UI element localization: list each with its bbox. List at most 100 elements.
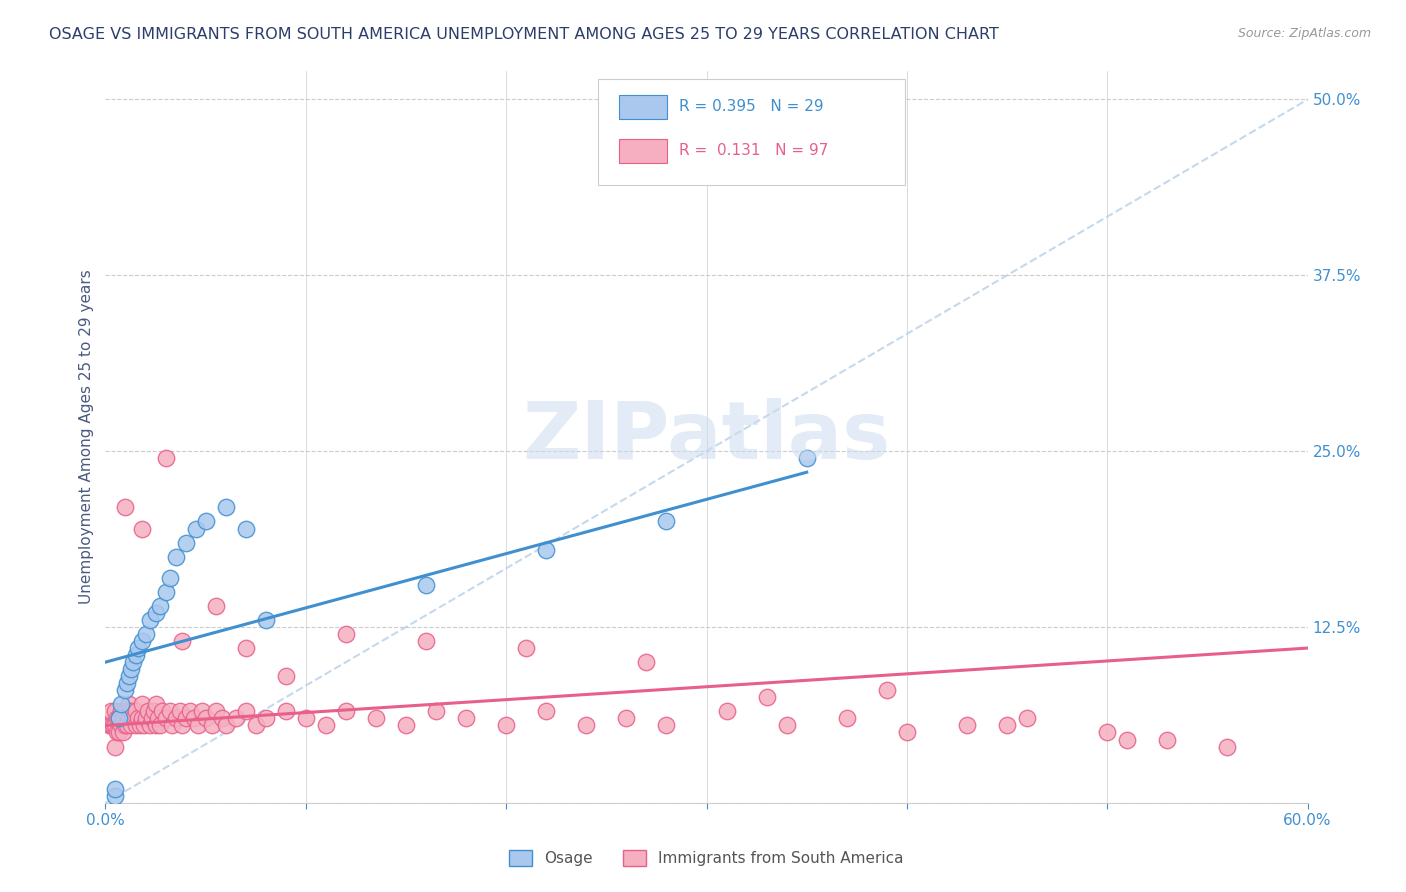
Point	[796, 451, 818, 466]
Point	[155, 451, 177, 466]
Point	[1097, 725, 1119, 739]
Point	[155, 584, 177, 599]
Point	[121, 662, 143, 676]
Point	[1017, 711, 1039, 725]
Point	[655, 515, 678, 529]
Point	[364, 711, 387, 725]
Point	[274, 705, 297, 719]
Point	[118, 669, 141, 683]
Point	[110, 705, 132, 719]
Point	[755, 690, 778, 705]
Point	[170, 634, 193, 648]
Point	[150, 705, 173, 719]
Point	[235, 521, 257, 535]
Point	[183, 711, 205, 725]
Point	[131, 698, 153, 712]
Point	[146, 711, 169, 725]
Point	[995, 718, 1018, 732]
Point	[245, 718, 267, 732]
Point	[201, 718, 224, 732]
Point	[142, 705, 165, 719]
Legend: Osage, Immigrants from South America: Osage, Immigrants from South America	[503, 844, 910, 872]
Point	[315, 718, 337, 732]
Point	[103, 718, 125, 732]
Point	[190, 705, 212, 719]
Point	[155, 711, 177, 725]
Point	[114, 683, 136, 698]
FancyBboxPatch shape	[619, 95, 666, 119]
Point	[100, 718, 122, 732]
Point	[214, 500, 236, 515]
Point	[121, 705, 143, 719]
Point	[187, 718, 209, 732]
Point	[415, 634, 437, 648]
Point	[114, 718, 136, 732]
Point	[107, 725, 129, 739]
Point	[132, 718, 155, 732]
Point	[107, 711, 129, 725]
Point	[104, 739, 127, 754]
Point	[835, 711, 858, 725]
Point	[636, 655, 658, 669]
Point	[495, 718, 517, 732]
Point	[335, 705, 357, 719]
Point	[254, 613, 277, 627]
Point	[114, 705, 136, 719]
Point	[131, 634, 153, 648]
Point	[1116, 732, 1139, 747]
FancyBboxPatch shape	[619, 139, 666, 162]
Point	[141, 711, 163, 725]
Point	[104, 789, 127, 803]
Point	[204, 705, 226, 719]
Point	[534, 705, 557, 719]
Point	[335, 627, 357, 641]
Text: OSAGE VS IMMIGRANTS FROM SOUTH AMERICA UNEMPLOYMENT AMONG AGES 25 TO 29 YEARS CO: OSAGE VS IMMIGRANTS FROM SOUTH AMERICA U…	[49, 27, 1000, 42]
Point	[138, 613, 160, 627]
Point	[295, 711, 318, 725]
Point	[235, 641, 257, 656]
Point	[160, 718, 183, 732]
Point	[122, 655, 145, 669]
Point	[204, 599, 226, 613]
Point	[110, 718, 132, 732]
Point	[165, 549, 187, 564]
Point	[138, 718, 160, 732]
Point	[235, 705, 257, 719]
Point	[127, 641, 149, 656]
Text: Source: ZipAtlas.com: Source: ZipAtlas.com	[1237, 27, 1371, 40]
Point	[148, 718, 170, 732]
Point	[776, 718, 799, 732]
Point	[159, 705, 181, 719]
Point	[117, 676, 139, 690]
Point	[716, 705, 738, 719]
Text: ZIPatlas: ZIPatlas	[523, 398, 890, 476]
Point	[100, 705, 122, 719]
Point	[148, 599, 170, 613]
Point	[108, 711, 131, 725]
Point	[194, 515, 217, 529]
Point	[145, 718, 167, 732]
Point	[117, 718, 139, 732]
Point	[108, 725, 131, 739]
Point	[110, 698, 132, 712]
Text: R = 0.395   N = 29: R = 0.395 N = 29	[679, 99, 824, 114]
Point	[515, 641, 537, 656]
Point	[112, 711, 135, 725]
FancyBboxPatch shape	[599, 78, 905, 185]
Point	[135, 711, 157, 725]
Point	[956, 718, 979, 732]
Point	[118, 711, 141, 725]
Point	[98, 718, 121, 732]
Point	[179, 705, 201, 719]
Point	[575, 718, 598, 732]
Y-axis label: Unemployment Among Ages 25 to 29 years: Unemployment Among Ages 25 to 29 years	[79, 269, 94, 605]
Text: R =  0.131   N = 97: R = 0.131 N = 97	[679, 143, 828, 158]
Point	[124, 705, 146, 719]
Point	[124, 648, 146, 662]
Point	[128, 718, 150, 732]
Point	[136, 705, 159, 719]
Point	[170, 718, 193, 732]
Point	[131, 711, 153, 725]
Point	[184, 521, 207, 535]
Point	[876, 683, 898, 698]
